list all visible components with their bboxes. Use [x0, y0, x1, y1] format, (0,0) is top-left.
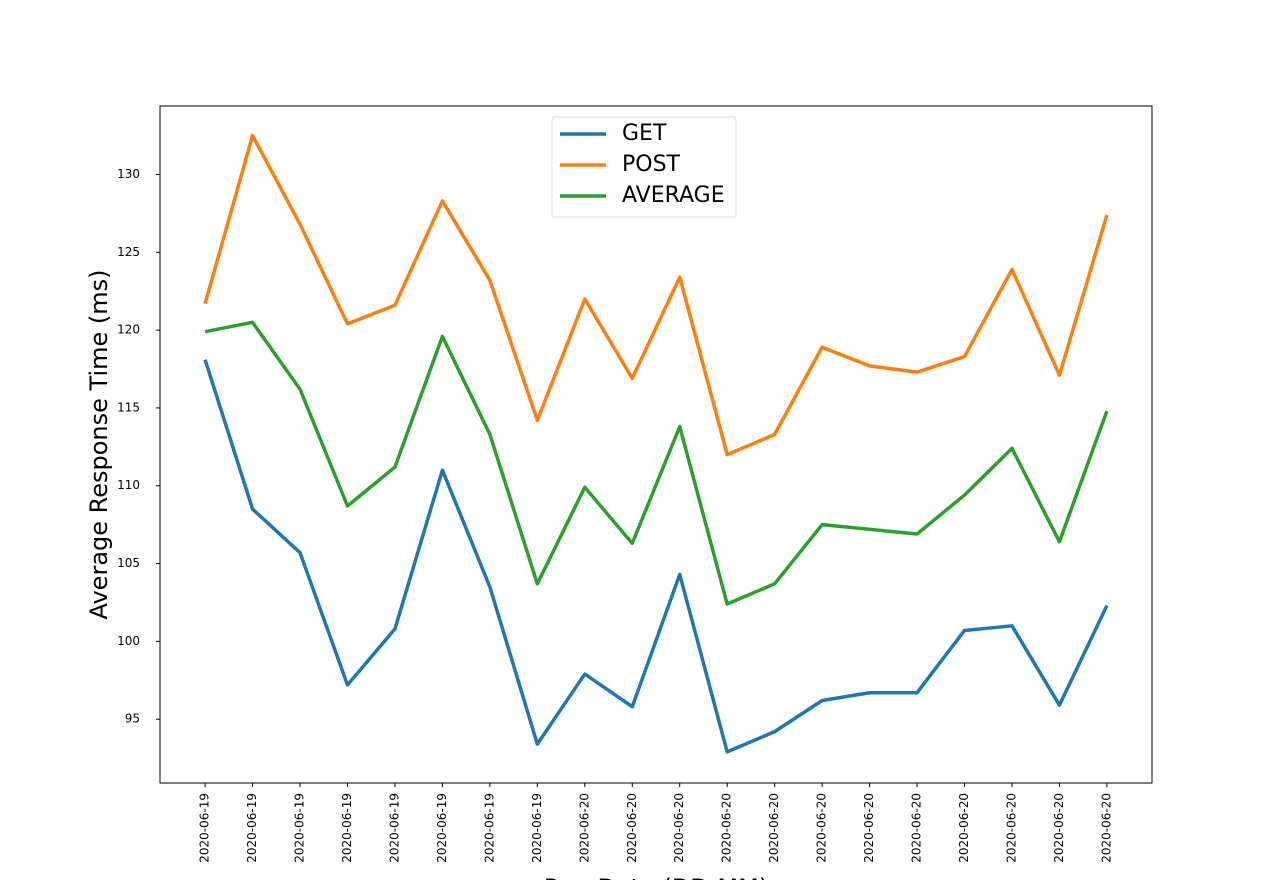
legend-label: AVERAGE	[622, 183, 725, 208]
x-tick-label: 2020-06-19	[482, 793, 496, 863]
y-tick-label: 130	[117, 167, 140, 181]
x-tick-label: 2020-06-19	[198, 793, 212, 863]
y-tick-label: 105	[117, 556, 140, 570]
series-line	[204, 320, 1109, 606]
x-tick-label: 2020-06-20	[625, 793, 639, 863]
x-tick-label: 2020-06-19	[293, 793, 307, 863]
x-tick-label: 2020-06-20	[957, 793, 971, 863]
legend: GET POST AVERAGE	[551, 116, 737, 218]
y-axis-label: Average Response Time (ms)	[85, 269, 113, 619]
legend-label: GET	[622, 121, 667, 146]
x-tick-label: 2020-06-20	[720, 793, 734, 863]
x-tick-label: 2020-06-19	[340, 793, 354, 863]
legend-label: POST	[622, 152, 681, 177]
x-tick-label: 2020-06-19	[530, 793, 544, 863]
x-tick-label: 2020-06-20	[767, 793, 781, 863]
x-tick-label: 2020-06-20	[910, 793, 924, 863]
y-tick-label: 95	[125, 712, 140, 726]
x-tick-label: 2020-06-20	[862, 793, 876, 863]
y-tick-label: 125	[117, 245, 140, 259]
x-tick-label: 2020-06-19	[387, 793, 401, 863]
y-tick-label: 100	[117, 634, 140, 648]
x-tick-label: 2020-06-20	[1052, 793, 1066, 863]
x-tick-label: 2020-06-19	[435, 793, 449, 863]
x-axis-label: Run Date (DD-MM)	[544, 874, 768, 880]
series-line	[203, 359, 1109, 754]
y-tick-label: 115	[117, 400, 140, 414]
x-tick-label: 2020-06-20	[815, 793, 829, 863]
y-tick-label: 120	[117, 323, 140, 337]
x-tick-label: 2020-06-20	[1004, 793, 1018, 863]
x-tick-label: 2020-06-20	[1099, 793, 1113, 863]
series-line	[203, 133, 1109, 457]
plot-frame	[159, 105, 1153, 784]
x-tick-label: 2020-06-20	[577, 793, 591, 863]
x-tick-label: 2020-06-19	[245, 793, 259, 863]
x-tick-label: 2020-06-20	[672, 793, 686, 863]
y-tick-label: 110	[117, 478, 140, 492]
legend-box	[551, 116, 737, 218]
